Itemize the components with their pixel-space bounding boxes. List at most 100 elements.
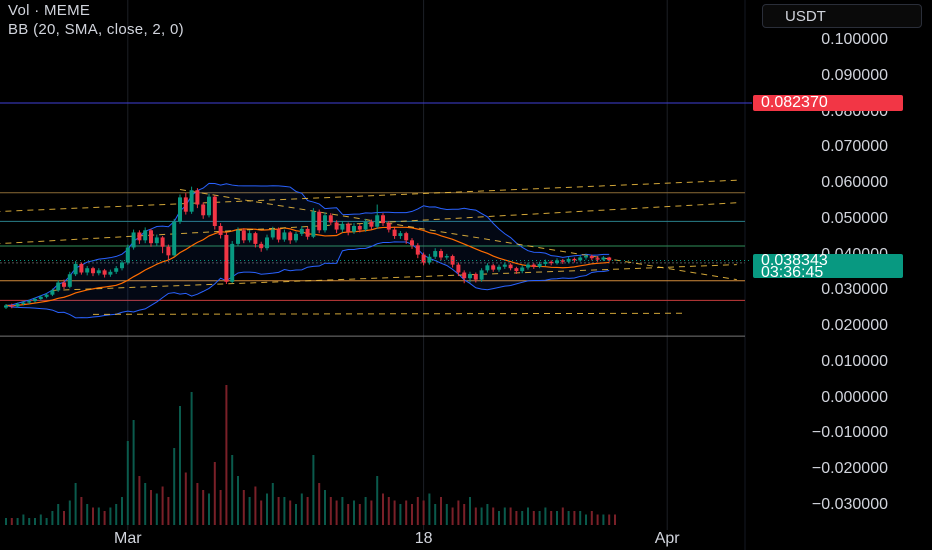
volume-bar — [103, 511, 106, 525]
volume-bar — [451, 507, 454, 525]
candle-body — [236, 230, 240, 244]
candle-body — [433, 251, 438, 257]
volume-bar — [532, 511, 535, 525]
candle-body — [485, 265, 490, 271]
volume-bar — [614, 514, 616, 525]
volume-bar — [463, 504, 466, 525]
volume-bar — [22, 514, 25, 525]
volume-bar — [602, 514, 605, 525]
volume-bar — [289, 500, 292, 525]
candle-body — [253, 233, 258, 244]
bb-fill — [6, 183, 610, 318]
price-axis-tick: 0.030000 — [821, 281, 888, 299]
candle-body — [224, 234, 229, 282]
candle-body — [120, 262, 124, 269]
volume-bar — [567, 511, 570, 525]
candle-body — [375, 215, 380, 227]
volume-bar — [173, 448, 176, 525]
candle-body — [404, 233, 409, 241]
volume-bar — [155, 493, 158, 525]
volume-bar — [213, 462, 216, 525]
candle-body — [33, 298, 37, 302]
candle-body — [311, 211, 316, 237]
volume-bar — [341, 497, 344, 525]
candle-body — [346, 223, 351, 232]
volume-bar — [538, 511, 541, 525]
candle-body — [398, 233, 403, 237]
candle-body — [601, 257, 606, 260]
time-axis-tick: Apr — [654, 530, 680, 547]
chart-title: Vol · MEME — [8, 2, 91, 19]
candle-body — [166, 246, 171, 256]
price-axis-tick: 0.060000 — [821, 174, 888, 192]
candle-body — [421, 254, 426, 263]
candle-body — [531, 264, 536, 267]
volume-bar — [579, 511, 582, 525]
candle-body — [386, 223, 391, 230]
candle-body — [491, 265, 496, 270]
volume-bar — [5, 518, 7, 525]
candle-body — [508, 264, 513, 269]
candle-body — [91, 268, 95, 274]
volume-bar — [57, 504, 60, 525]
volume-bar — [544, 507, 547, 525]
volume-bar — [457, 500, 460, 525]
candle-body — [195, 190, 200, 205]
volume-bar — [10, 518, 13, 525]
volume-bar — [509, 507, 512, 525]
price-axis-tick: −0.020000 — [811, 460, 888, 478]
volume-bar — [399, 504, 402, 525]
volume-bar — [416, 497, 419, 525]
candle-body — [549, 261, 554, 264]
candle-body — [21, 302, 26, 304]
candle-body — [201, 204, 206, 216]
candle-body — [543, 261, 548, 264]
candle-body — [27, 301, 32, 303]
price-axis-tick: 0.090000 — [821, 66, 888, 84]
candle-body — [154, 237, 159, 244]
time-axis-tick: 18 — [414, 530, 433, 547]
volume-bar — [434, 504, 437, 525]
price-axis-tick: 0.010000 — [821, 352, 888, 370]
volume-bar — [16, 518, 19, 525]
volume-bar — [39, 514, 42, 525]
volume-bar — [295, 504, 297, 525]
volume-bar — [237, 476, 239, 525]
candle-body — [38, 296, 43, 299]
volume-bar — [550, 511, 553, 525]
volume-bar — [347, 504, 350, 525]
candle-body — [149, 230, 153, 244]
candle-body — [560, 260, 565, 262]
bb-indicator-legend[interactable]: BB (20, SMA, close, 2, 0) — [8, 21, 184, 38]
price-axis-tick: −0.010000 — [811, 424, 888, 442]
candle-body — [276, 229, 281, 240]
trend-line — [92, 312, 685, 315]
currency-selector-button[interactable]: USDT — [762, 4, 922, 28]
volume-bar — [300, 493, 303, 525]
volume-bar — [440, 497, 442, 525]
volume-bar — [492, 507, 495, 525]
candle-body — [363, 221, 368, 230]
bb-upper-band — [5, 182, 610, 306]
candle-body — [584, 256, 588, 258]
candle-body — [369, 221, 374, 227]
candle-body — [85, 268, 90, 273]
volume-bar — [428, 493, 431, 525]
price-axis-tick: 0.000000 — [821, 388, 888, 406]
volume-bar — [92, 507, 94, 525]
volume-bar — [312, 455, 315, 525]
volume-bar — [306, 497, 309, 525]
candle-body — [218, 226, 223, 235]
volume-bar — [527, 507, 529, 525]
candle-body — [334, 222, 339, 230]
candle-body — [265, 237, 269, 249]
volume-bar — [184, 472, 187, 525]
volume-bar — [411, 504, 413, 525]
volume-bar — [86, 504, 89, 525]
candle-body — [444, 256, 449, 258]
candle-body — [212, 196, 217, 226]
volume-bar — [393, 500, 396, 525]
volume-bar — [138, 476, 141, 525]
volume-bar — [521, 511, 524, 525]
